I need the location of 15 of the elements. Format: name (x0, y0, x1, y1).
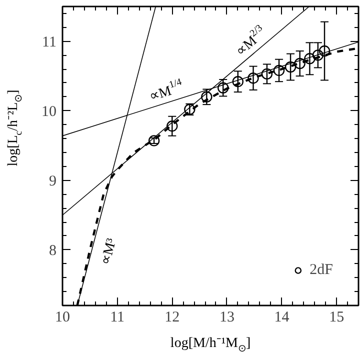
annotation: ∝M³ (98, 237, 120, 267)
y-tick-label: 11 (42, 34, 57, 50)
x-tick-label: 15 (329, 310, 344, 326)
x-tick-label: 13 (219, 310, 234, 326)
y-tick-label: 8 (49, 242, 56, 259)
legend-label: 2dF (310, 262, 333, 278)
x-tick-label: 12 (164, 310, 180, 326)
x-tick-label: 11 (110, 310, 125, 326)
x-axis-title: log[M/h⁻¹M⊙] (170, 336, 251, 353)
y-axis-title: log[Lc/h⁻²L⊙] (6, 90, 25, 166)
y-tick-label: 9 (49, 173, 56, 190)
y-tick-label: 10 (42, 104, 56, 120)
annotation: ∝M1/4 (148, 76, 184, 105)
annotation: ∝M2/3 (233, 22, 265, 60)
x-tick-label: 14 (274, 310, 290, 326)
